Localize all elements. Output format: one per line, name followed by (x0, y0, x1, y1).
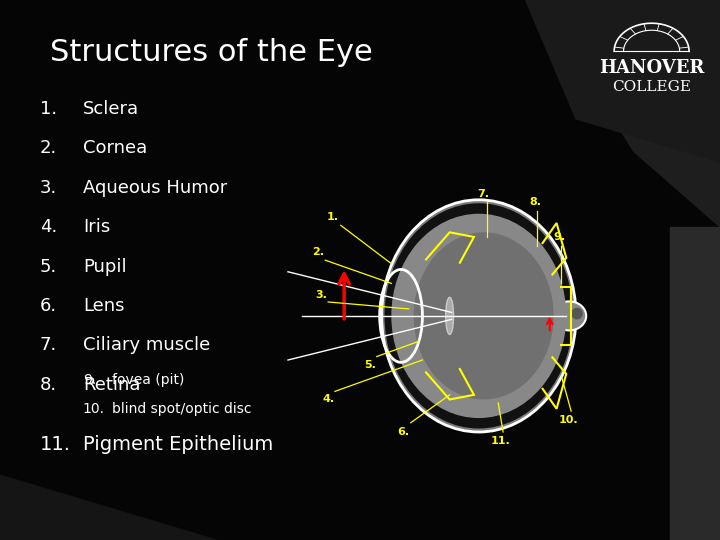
Text: 7.: 7. (477, 189, 490, 199)
Text: Cornea: Cornea (83, 139, 147, 157)
Text: Sclera: Sclera (83, 100, 139, 118)
Text: Pigment Epithelium: Pigment Epithelium (83, 435, 273, 454)
Ellipse shape (414, 232, 554, 400)
Text: Pupil: Pupil (83, 258, 127, 275)
Ellipse shape (552, 301, 586, 330)
Ellipse shape (382, 200, 576, 432)
Text: 6.: 6. (397, 427, 409, 437)
Text: 11.: 11. (490, 436, 510, 446)
Text: 1.: 1. (40, 100, 57, 118)
Text: 5.: 5. (364, 360, 376, 370)
Text: 2.: 2. (40, 139, 57, 157)
Text: 4.: 4. (322, 395, 334, 404)
Text: 3.: 3. (40, 179, 57, 197)
Ellipse shape (446, 298, 454, 334)
Text: COLLEGE: COLLEGE (612, 80, 691, 94)
Ellipse shape (392, 214, 566, 418)
Text: blind spot/optic disc: blind spot/optic disc (112, 402, 251, 416)
Text: 3.: 3. (315, 290, 328, 300)
Polygon shape (526, 0, 720, 162)
Text: 10.: 10. (83, 402, 105, 416)
Polygon shape (540, 0, 720, 227)
Text: 10.: 10. (559, 415, 578, 426)
Text: Retina: Retina (83, 376, 140, 394)
Text: 8.: 8. (529, 197, 541, 207)
Text: 6.: 6. (40, 297, 57, 315)
Ellipse shape (571, 308, 582, 319)
Text: 8.: 8. (40, 376, 57, 394)
Ellipse shape (384, 203, 573, 429)
Polygon shape (670, 227, 720, 540)
Text: Iris: Iris (83, 218, 110, 236)
Text: Structures of the Eye: Structures of the Eye (50, 38, 373, 67)
Text: 9.: 9. (554, 232, 565, 242)
Text: 11.: 11. (40, 435, 71, 454)
Text: 2.: 2. (312, 247, 325, 257)
Text: 7.: 7. (40, 336, 57, 354)
Polygon shape (0, 475, 216, 540)
Text: Lens: Lens (83, 297, 125, 315)
Text: 1.: 1. (327, 212, 339, 222)
Text: Aqueous Humor: Aqueous Humor (83, 179, 227, 197)
Text: Ciliary muscle: Ciliary muscle (83, 336, 210, 354)
Text: 9.: 9. (83, 373, 96, 387)
Text: 5.: 5. (40, 258, 57, 275)
Text: fovea (pit): fovea (pit) (112, 373, 184, 387)
Text: HANOVER: HANOVER (599, 59, 704, 77)
Text: 4.: 4. (40, 218, 57, 236)
